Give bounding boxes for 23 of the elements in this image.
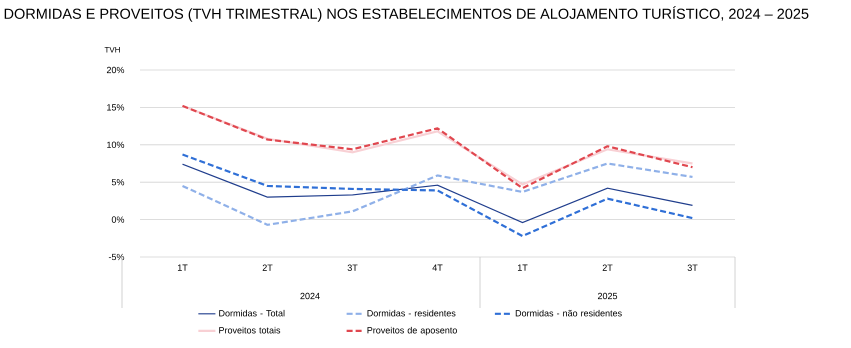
y-tick-label: 0%	[112, 216, 124, 223]
legend-label: Proveitos totais	[219, 326, 280, 334]
y-tick-label: 15%	[107, 104, 124, 111]
legend-label: Dormidas - não residentes	[516, 310, 622, 316]
y-tick-label: 20%	[106, 66, 124, 74]
line-series	[181, 153, 694, 238]
x-tick-label: 1T	[518, 264, 528, 271]
x-tick-label: 3T	[688, 264, 698, 271]
y-tick-label: -5%	[108, 254, 124, 260]
legend-label: Dormidas - Total	[219, 310, 284, 316]
legend-label: Proveitos de aposento	[368, 326, 457, 336]
text: 2024	[300, 292, 320, 300]
x-tick-label: 4T	[432, 264, 443, 271]
x-tick-label: 2T	[602, 264, 613, 271]
x-tick-label: 3T	[348, 264, 358, 271]
y-axis-title: TVH	[104, 46, 120, 52]
x-tick-label: 1T	[178, 264, 188, 271]
y-tick-label: 10%	[107, 142, 124, 148]
x-tick-label: 2T	[262, 264, 273, 271]
text: 2025	[598, 292, 618, 300]
chart-title: DORMIDAS E PROVEITOS (TVH TRIMESTRAL) NOS ESTABELECIMENTOS DE ALOJAMENTO TURÍSTICO, 2024 – 2025	[4, 6, 808, 22]
y-tick-label: 5%	[112, 179, 124, 186]
legend-label: Dormidas - residentes	[368, 310, 456, 316]
